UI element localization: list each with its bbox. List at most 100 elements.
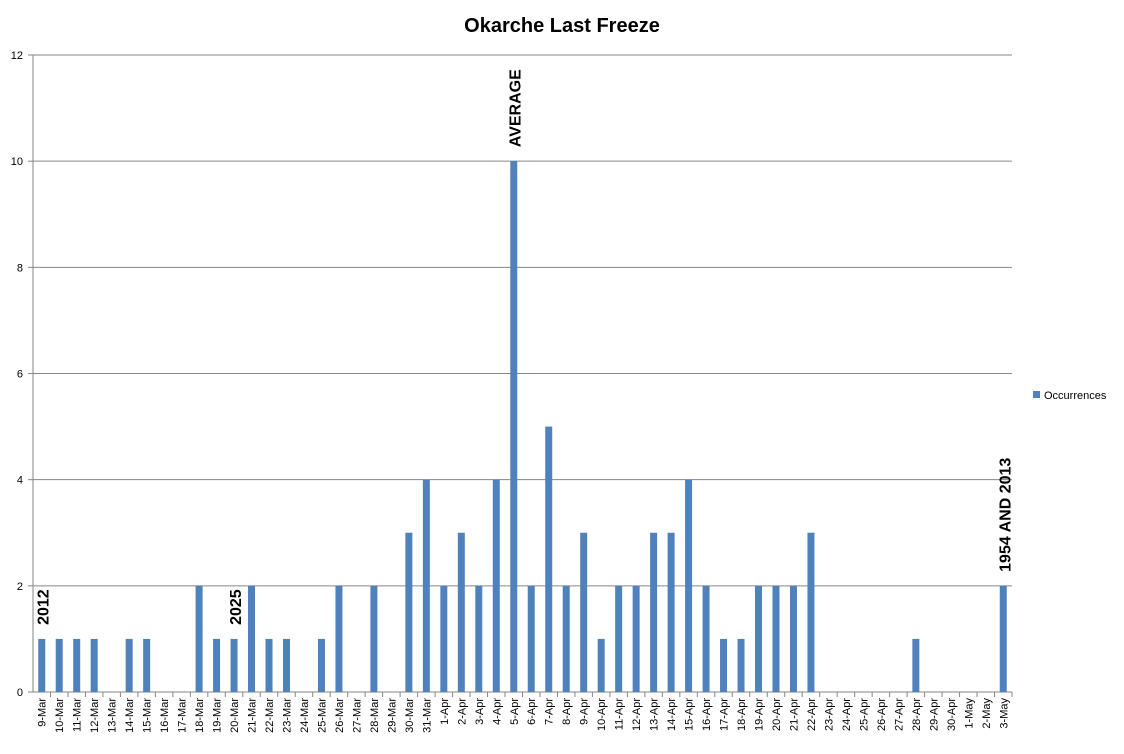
bar	[195, 585, 203, 692]
x-tick-label: 20-Apr	[771, 698, 783, 731]
bar	[580, 532, 588, 692]
y-tick-label: 8	[17, 262, 23, 274]
bar	[213, 638, 221, 692]
bar	[282, 638, 290, 692]
bar	[615, 585, 623, 692]
x-tick-label: 7-Apr	[544, 698, 556, 725]
annotation: AVERAGE	[508, 69, 525, 147]
x-tick-label: 1-Apr	[439, 698, 451, 725]
x-tick-label: 21-Apr	[788, 698, 800, 731]
y-tick-label: 0	[17, 687, 23, 699]
x-tick-label: 19-Apr	[754, 698, 766, 731]
bar	[422, 479, 430, 692]
x-tick-label: 23-Apr	[823, 698, 835, 731]
y-tick-label: 12	[11, 50, 23, 62]
bar	[720, 638, 728, 692]
legend-label: Occurrences	[1044, 390, 1107, 402]
bar	[510, 161, 518, 692]
chart-title: Okarche Last Freeze	[464, 15, 660, 37]
bar	[527, 585, 535, 692]
x-tick-label: 27-Apr	[893, 698, 905, 731]
bar	[38, 638, 46, 692]
x-tick-label: 18-Apr	[736, 698, 748, 731]
x-tick-label: 21-Mar	[247, 698, 259, 733]
bar	[999, 585, 1007, 692]
bar	[545, 426, 553, 692]
x-tick-label: 17-Apr	[719, 698, 731, 731]
x-tick-label: 17-Mar	[177, 698, 189, 733]
bar	[755, 585, 763, 692]
x-tick-label: 29-Apr	[928, 698, 940, 731]
x-tick-label: 11-Apr	[614, 698, 626, 731]
x-tick-label: 2-Apr	[456, 698, 468, 725]
bar	[807, 532, 815, 692]
x-tick-label: 3-May	[998, 698, 1010, 729]
x-tick-label: 25-Apr	[858, 698, 870, 731]
x-tick-label: 20-Mar	[229, 698, 241, 733]
bar	[317, 638, 325, 692]
x-tick-label: 1-May	[963, 698, 975, 729]
x-tick-label: 15-Mar	[142, 698, 154, 733]
x-tick-label: 25-Mar	[316, 698, 328, 733]
x-tick-label: 19-Mar	[212, 698, 224, 733]
x-tick-label: 14-Apr	[666, 698, 678, 731]
x-tick-label: 9-Apr	[579, 698, 591, 725]
y-tick-label: 6	[17, 369, 23, 381]
bar	[492, 479, 500, 692]
bar	[457, 532, 465, 692]
bar	[265, 638, 273, 692]
x-tick-label: 23-Mar	[281, 698, 293, 733]
x-tick-label: 27-Mar	[351, 698, 363, 733]
x-tick-label: 26-Apr	[876, 698, 888, 731]
x-tick-label: 30-Apr	[946, 698, 958, 731]
bar	[125, 638, 133, 692]
bar	[73, 638, 81, 692]
x-tick-label: 12-Mar	[89, 698, 101, 733]
bar	[632, 585, 640, 692]
y-tick-label: 4	[17, 475, 23, 487]
x-tick-label: 4-Apr	[491, 698, 503, 725]
bar	[737, 638, 745, 692]
bar	[230, 638, 238, 692]
bar	[335, 585, 343, 692]
bar	[55, 638, 63, 692]
x-tick-label: 28-Mar	[369, 698, 381, 733]
annotation: 2012	[36, 589, 53, 625]
bar	[370, 585, 378, 692]
legend-swatch	[1033, 391, 1040, 398]
x-tick-label: 22-Mar	[264, 698, 276, 733]
bar	[789, 585, 797, 692]
x-tick-label: 13-Apr	[649, 698, 661, 731]
bar	[405, 532, 413, 692]
bar	[597, 638, 605, 692]
bar	[912, 638, 920, 692]
x-tick-label: 26-Mar	[334, 698, 346, 733]
bar	[143, 638, 151, 692]
x-tick-label: 14-Mar	[124, 698, 136, 733]
y-tick-label: 2	[17, 581, 23, 593]
bar	[562, 585, 570, 692]
x-tick-label: 9-Mar	[37, 698, 49, 727]
x-tick-label: 29-Mar	[386, 698, 398, 733]
bar	[702, 585, 710, 692]
x-tick-label: 28-Apr	[911, 698, 923, 731]
bar	[650, 532, 658, 692]
annotation: 2025	[228, 589, 245, 625]
x-tick-label: 3-Apr	[474, 698, 486, 725]
bar	[772, 585, 780, 692]
x-tick-label: 13-Mar	[107, 698, 119, 733]
x-tick-label: 16-Mar	[159, 698, 171, 733]
x-tick-label: 2-May	[981, 698, 993, 729]
y-tick-label: 10	[11, 156, 23, 168]
x-tick-label: 30-Mar	[404, 698, 416, 733]
bar	[440, 585, 448, 692]
bar	[667, 532, 675, 692]
x-tick-label: 8-Apr	[561, 698, 573, 725]
x-tick-label: 15-Apr	[684, 698, 696, 731]
bar	[475, 585, 483, 692]
bar	[685, 479, 693, 692]
x-tick-label: 18-Mar	[194, 698, 206, 733]
x-tick-label: 6-Apr	[526, 698, 538, 725]
annotation: 1954 AND 2013	[997, 458, 1014, 572]
